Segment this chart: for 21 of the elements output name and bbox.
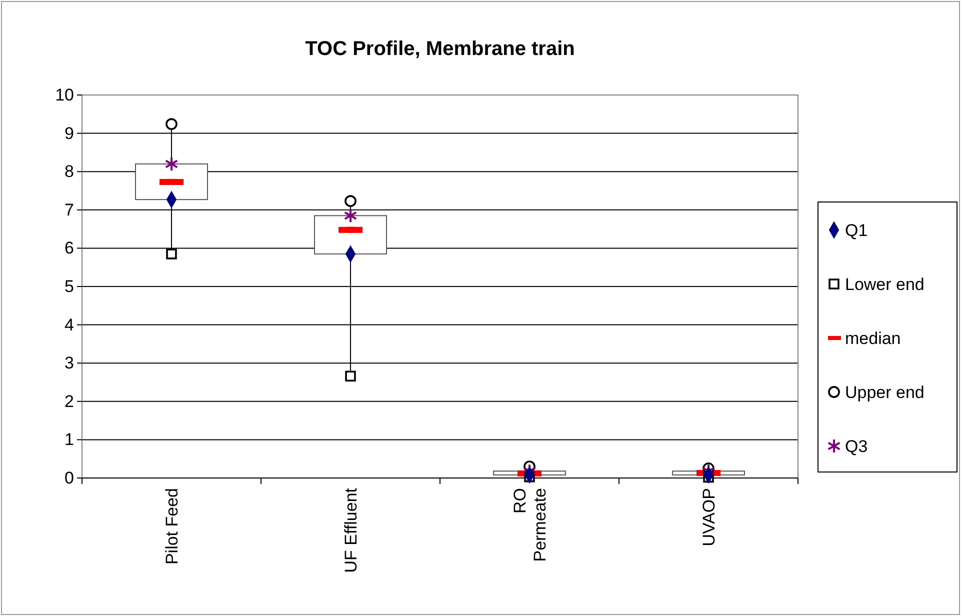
y-tick-label: 1 (64, 430, 74, 450)
y-tick-label: 5 (64, 276, 74, 296)
y-tick-label: 4 (64, 315, 74, 334)
legend-label: Upper end (845, 383, 924, 402)
y-tick-label: 7 (64, 200, 74, 220)
y-tick-label: 10 (55, 85, 74, 104)
x-tick-label: UF Effluent (342, 488, 360, 573)
chart-title: TOC Profile, Membrane train (305, 38, 575, 60)
legend-label: Lower end (845, 275, 924, 294)
y-tick-label: 3 (64, 354, 74, 373)
y-tick-label: 0 (64, 468, 74, 488)
x-tick-label: Pilot Feed (162, 488, 182, 565)
y-tick-label: 6 (64, 238, 74, 258)
y-tick-label: 8 (64, 162, 74, 182)
x-tick-label: RO Permeate (510, 488, 550, 562)
legend-label: Q3 (845, 437, 868, 456)
y-tick-label: 2 (64, 392, 74, 411)
legend-label: median (845, 329, 901, 348)
legend-label: Q1 (845, 221, 868, 240)
x-tick-label: UVAOP (700, 488, 718, 546)
y-tick-label: 9 (64, 124, 74, 143)
